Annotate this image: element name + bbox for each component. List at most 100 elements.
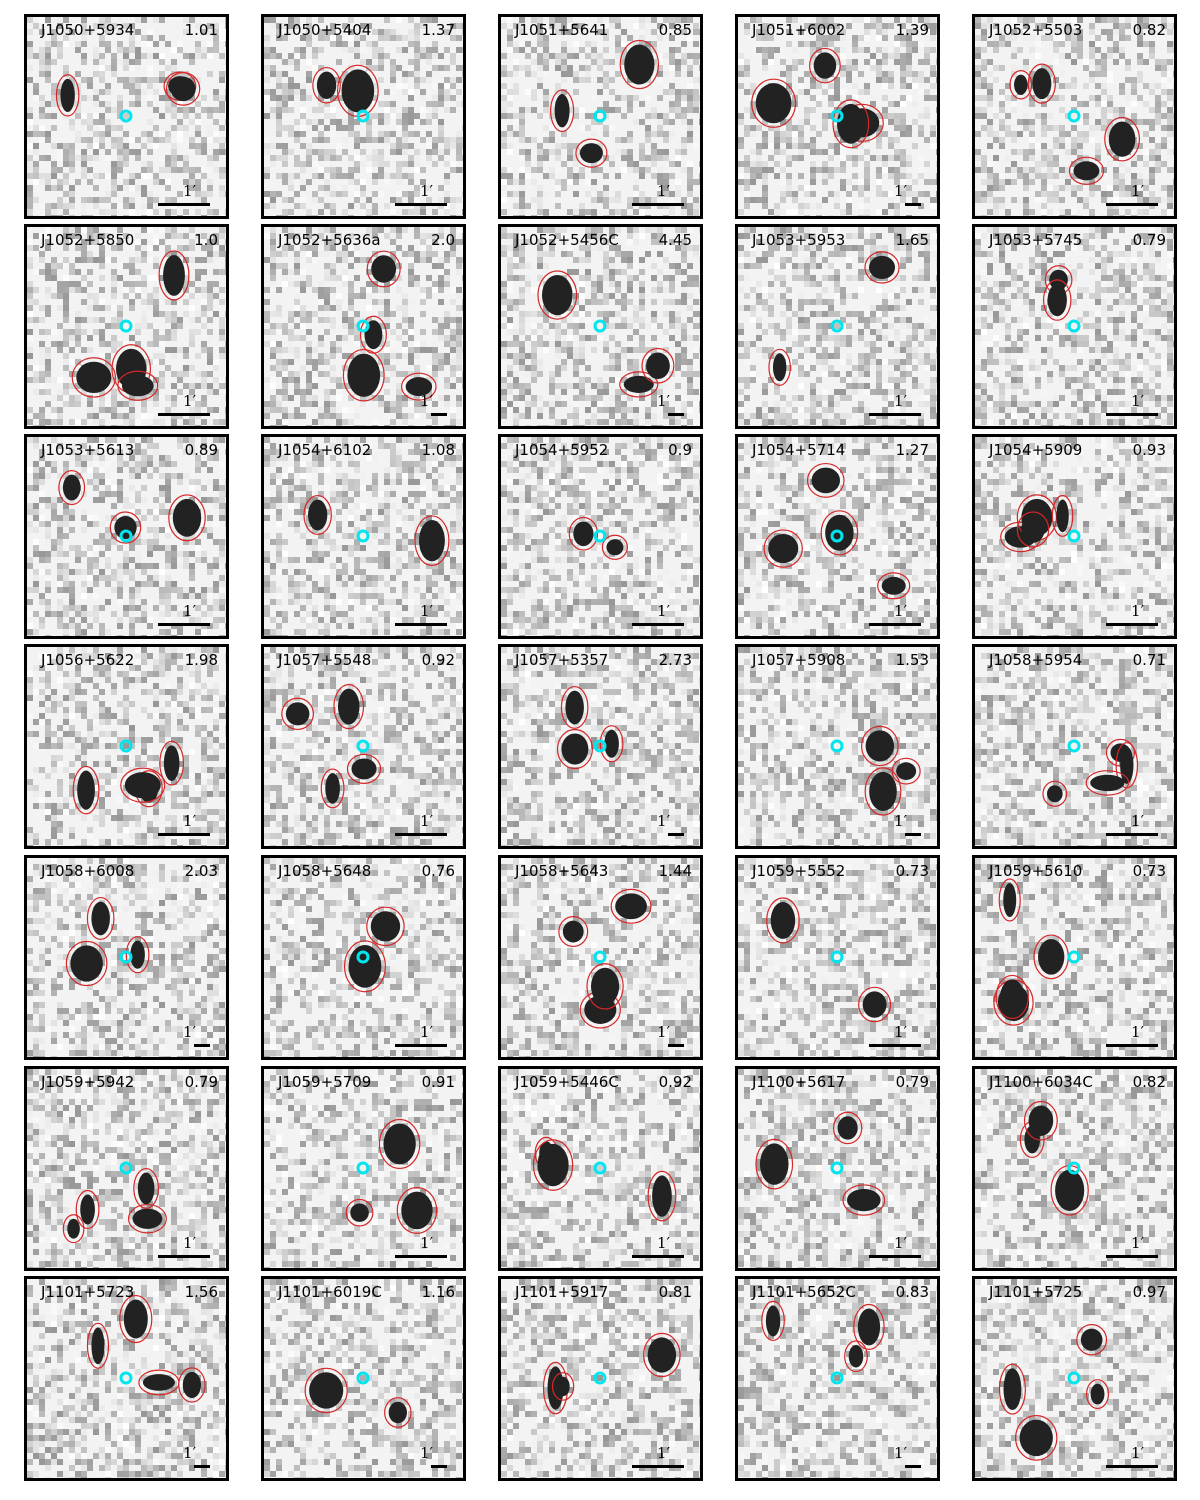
radio-source-blob [1090,1383,1105,1405]
source-value: 0.76 [422,862,455,880]
radio-source-blob [76,361,112,394]
cutout-panel: J1057+5548 0.92 1′ [261,644,466,849]
radio-contour [65,940,108,987]
radio-source-blob [418,519,445,562]
source-value: 0.93 [1133,441,1166,459]
scale-bar-label: 1′ [420,392,433,410]
radio-contour [58,470,86,506]
radio-cutout-image [738,1069,937,1268]
radio-source-blob [604,729,619,758]
radio-contour [766,897,800,944]
host-position-marker [593,1371,607,1385]
source-name: J1059+5942 [41,1073,134,1091]
host-position-marker [593,109,607,123]
scale-bar [158,1255,210,1258]
radio-cutout-image [27,437,226,636]
source-value: 0.92 [659,1073,692,1091]
radio-contour [119,1294,153,1344]
radio-contour [551,1372,575,1401]
scale-bar [905,1465,921,1468]
host-position-marker [593,950,607,964]
radio-contour [120,767,166,803]
host-position-marker [119,739,133,753]
source-name: J1051+6002 [752,21,845,39]
host-position-marker [1067,1371,1081,1385]
host-position-marker [356,1371,370,1385]
scale-bar [395,203,447,206]
radio-contour [853,1303,885,1350]
source-name: J1100+5617 [752,1073,845,1091]
radio-contour [550,89,575,133]
radio-source-blob [869,771,897,812]
source-name: J1054+5909 [989,441,1082,459]
scale-bar [1106,623,1158,626]
cutout-panel: J1059+5446C 0.92 1′ [498,1066,703,1271]
radio-source-blob [163,745,180,782]
scale-bar-label: 1′ [420,182,433,200]
radio-contour [1051,494,1074,537]
radio-source-blob [405,377,433,397]
radio-contour [864,251,900,284]
radio-source-blob [565,690,584,725]
radio-source-blob [561,733,589,765]
radio-contour [343,940,386,993]
source-value: 0.81 [659,1283,692,1301]
scale-bar-label: 1′ [183,1234,196,1252]
scale-bar-label: 1′ [657,1444,670,1462]
cutout-panel: J1056+5622 1.98 1′ [24,644,229,849]
radio-contour [858,986,892,1023]
cutout-panel: J1050+5934 1.01 1′ [24,14,229,219]
radio-cutout-image [975,1279,1174,1478]
scale-bar [1106,1465,1158,1468]
radio-contour [998,878,1021,922]
scale-bar [431,413,447,416]
radio-contour [1015,1415,1058,1461]
radio-source-blob [316,71,337,99]
radio-source-blob [371,255,397,283]
radio-contour [768,348,791,386]
scale-bar [869,1255,921,1258]
radio-cutout-image [264,1069,463,1268]
radio-source-blob [1073,161,1100,181]
source-name: J1058+6008 [41,862,134,880]
scale-bar [869,413,921,416]
source-value: 0.92 [422,651,455,669]
radio-cutout-image [501,647,700,846]
radio-contour [159,740,185,786]
cutout-panel: J1101+5725 0.97 1′ [972,1276,1177,1481]
radio-contour [832,1111,863,1145]
radio-contour [62,1214,85,1244]
scale-bar [632,1465,684,1468]
scale-bar [1106,413,1158,416]
radio-cutout-image [501,437,700,636]
radio-cutout-image [27,1279,226,1478]
radio-contour [568,516,599,551]
radio-source-blob [615,893,647,920]
radio-source-blob [80,1194,95,1225]
radio-source-blob [182,1371,202,1399]
source-value: 1.37 [422,21,455,39]
radio-contour [619,371,659,398]
radio-source-blob [1003,1368,1022,1411]
host-position-marker [1067,109,1081,123]
source-name: J1100+6034C [989,1073,1093,1091]
host-position-marker [119,1371,133,1385]
radio-contour [86,1322,110,1369]
scale-bar-label: 1′ [183,812,196,830]
radio-source-blob [646,352,670,379]
radio-cutout-image [975,437,1174,636]
radio-contour [158,250,190,301]
radio-contour [601,534,628,560]
radio-contour [71,357,116,398]
radio-source-blob [1047,283,1067,317]
scale-bar [1106,1255,1158,1258]
source-name: J1056+5622 [41,651,134,669]
radio-source-blob [1080,1328,1103,1351]
radio-source-blob [755,83,792,124]
scale-bar [668,1044,684,1047]
cutout-panel: J1058+5954 0.71 1′ [972,644,1177,849]
radio-source-blob [1108,121,1136,157]
radio-source-blob [868,255,896,279]
radio-cutout-image [501,1069,700,1268]
